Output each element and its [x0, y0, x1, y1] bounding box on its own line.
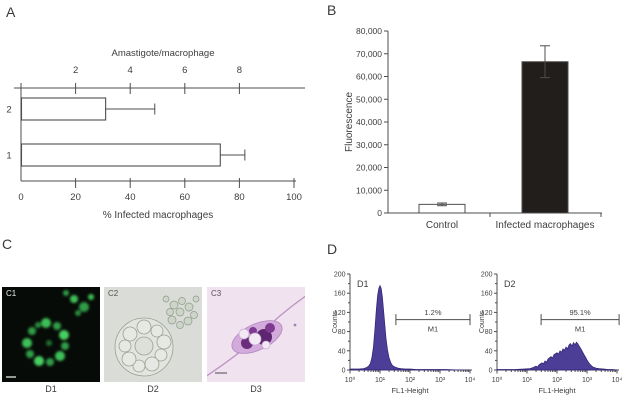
a-bar [20, 97, 107, 121]
d-y-tick-label: 0 [342, 368, 346, 375]
b-category-label: Control [426, 220, 458, 231]
d-plot-tag: D2 [504, 279, 516, 289]
panel-c-label: C [2, 236, 13, 252]
d-y-tick-label: 120 [334, 310, 346, 317]
d-y-tick-label: 80 [485, 329, 493, 336]
d-gate-percent: 1.2% [424, 308, 441, 317]
d-x-tick-label: 10⁴ [612, 377, 622, 384]
b-y-tick-label: 50,000 [356, 94, 382, 104]
b-y-tick-label: 0 [377, 208, 382, 218]
d-x-tick-label: 10⁴ [465, 377, 476, 384]
b-y-tick-label: 30,000 [356, 140, 382, 150]
d-y-tick-label: 40 [338, 348, 346, 355]
a-top-tick-label: 8 [237, 65, 242, 76]
d-x-tick-label: 10⁰ [345, 376, 356, 384]
d-x-tick-label: 10¹ [522, 377, 533, 384]
flow-histogram-d1: 0 40 80 120 160 200 10⁰ 10¹ 10² 10³ 10⁴ 1.2% M1 D1 FL1… [332, 272, 476, 396]
panel-d-label: D [327, 241, 338, 257]
granular-cell-cluster [162, 295, 200, 329]
d-histogram-area [496, 341, 618, 371]
a-bottom-tick-label: 100 [286, 192, 302, 203]
d-x-tick-label: 10² [552, 377, 563, 384]
d-gate-percent: 95.1% [569, 308, 591, 317]
panel-a-label: A [6, 4, 16, 20]
a-bar [20, 143, 221, 167]
d-x-tick-label: 10⁰ [492, 376, 503, 384]
vacuolated-macrophage [114, 317, 174, 377]
image-tag-c1: C1 [6, 289, 17, 298]
d-y-tick-label: 40 [485, 348, 493, 355]
micrograph-c1-fluorescence [2, 287, 100, 382]
d-gate-label: M1 [575, 325, 585, 334]
a-top-tick-label: 4 [128, 65, 133, 76]
caption-d3: D3 [250, 384, 262, 394]
a-bottom-tick-label: 80 [234, 192, 245, 203]
d-x-tick-label: 10³ [582, 377, 593, 384]
d-gate-label: M1 [428, 325, 438, 334]
d-y-axis-label: Counts [332, 310, 339, 333]
d-y-tick-label: 160 [334, 291, 346, 298]
d-x-tick-label: 10² [405, 377, 416, 384]
a-bottom-tick-label: 60 [180, 192, 191, 203]
d-plot-tag: D1 [357, 279, 369, 289]
image-tag-c3: C3 [211, 289, 222, 298]
d-y-tick-label: 80 [338, 329, 346, 336]
b-y-axis-label: Fluorescence [344, 92, 355, 152]
caption-d2: D2 [147, 384, 159, 394]
flow-histogram-d2: 0 40 80 120 160 200 10⁰ 10¹ 10² 10³ 10⁴ 95.1% M1 D2 FL… [479, 272, 622, 396]
a-category-label: 1 [6, 151, 11, 162]
a-bottom-tick-label: 0 [18, 192, 23, 203]
b-bar [521, 61, 569, 214]
image-tag-c2: C2 [108, 289, 119, 298]
d-y-tick-label: 120 [481, 310, 493, 317]
green-amastigote-ring [22, 290, 94, 366]
a-category-label: 2 [6, 105, 11, 116]
b-y-tick-label: 80,000 [356, 26, 382, 36]
d-y-axis-label: Counts [479, 310, 486, 333]
b-y-tick-label: 40,000 [356, 117, 382, 127]
a-bottom-tick-label: 20 [70, 192, 81, 203]
panel-b-label: B [327, 2, 337, 18]
d-y-tick-label: 160 [481, 291, 493, 298]
a-top-axis-label: Amastigote/macrophage [112, 48, 215, 59]
b-y-tick-label: 10,000 [356, 185, 382, 195]
d-histogram-area [349, 284, 470, 371]
micrograph-c3-stained [207, 287, 305, 382]
a-bottom-tick-label: 40 [125, 192, 136, 203]
a-top-tick-label: 2 [73, 65, 78, 76]
b-y-tick-label: 60,000 [356, 72, 382, 82]
a-bottom-axis-label: % Infected macrophages [103, 210, 214, 221]
d-y-tick-label: 200 [481, 272, 493, 279]
d-y-tick-label: 200 [334, 272, 346, 279]
caption-d1: D1 [45, 384, 57, 394]
d-y-tick-label: 0 [489, 368, 493, 375]
a-top-tick-label: 6 [182, 65, 187, 76]
stained-infected-cell [231, 320, 297, 354]
d-x-axis-label: FL1-Height [538, 386, 576, 395]
b-y-tick-label: 20,000 [356, 163, 382, 173]
micrograph-c2-brightfield [104, 287, 202, 382]
d-x-tick-label: 10¹ [375, 377, 386, 384]
b-category-label: Infected macrophages [496, 220, 595, 231]
d-x-axis-label: FL1-Height [391, 386, 429, 395]
panel-b-chart: 0 10,000 20,000 30,000 40,000 50,000 60,000 70,… [344, 26, 602, 231]
b-y-tick-label: 70,000 [356, 49, 382, 59]
d-x-tick-label: 10³ [435, 377, 446, 384]
